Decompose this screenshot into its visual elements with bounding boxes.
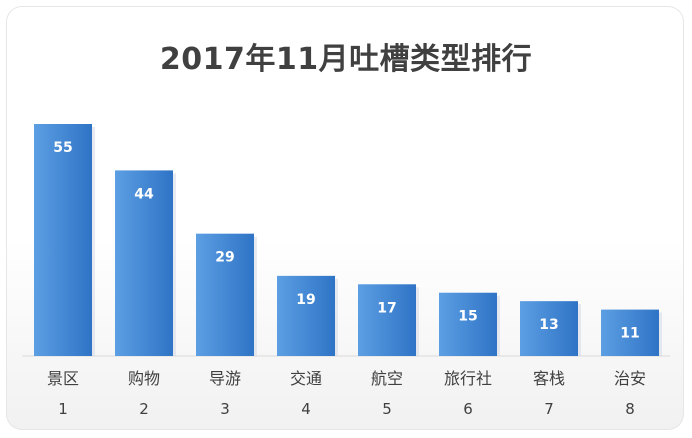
x-tick-label-category: 治安 [614, 369, 646, 388]
x-tick-label-rank: 2 [139, 400, 149, 418]
x-tick-label-category: 旅行社 [444, 369, 492, 388]
x-tick-label-rank: 5 [382, 400, 392, 418]
bar-value-label: 19 [296, 292, 315, 308]
x-tick-label-category: 景区 [47, 369, 79, 388]
bar-8 [601, 309, 659, 356]
bar-3 [196, 233, 254, 356]
x-tick-label-rank: 7 [544, 400, 554, 418]
x-tick-label-category: 购物 [128, 369, 160, 388]
x-tick-label-rank: 4 [301, 400, 311, 418]
bar-2 [115, 170, 173, 356]
bar-value-label: 44 [134, 186, 154, 202]
bar-value-label: 13 [539, 317, 558, 333]
chart-title: 2017年11月吐槽类型排行 [159, 42, 533, 77]
bar-4 [277, 275, 335, 356]
x-tick-label-rank: 1 [58, 400, 68, 418]
x-tick-label-rank: 6 [463, 400, 473, 418]
bar-value-label: 11 [620, 326, 639, 342]
bar-value-label: 55 [53, 140, 72, 156]
bar-1 [34, 124, 92, 356]
x-tick-label-category: 交通 [290, 369, 322, 388]
x-tick-label-rank: 8 [625, 400, 635, 418]
bar-5 [358, 284, 416, 356]
bar-6 [439, 292, 497, 356]
x-tick-label-category: 客栈 [533, 369, 565, 388]
bar-value-label: 15 [458, 309, 477, 325]
x-tick-label-category: 航空 [371, 369, 403, 388]
bar-value-label: 29 [215, 250, 234, 266]
bar-7 [520, 301, 578, 356]
x-tick-label-category: 导游 [209, 369, 241, 388]
bar-value-label: 17 [377, 300, 396, 316]
x-tick-label-rank: 3 [220, 400, 230, 418]
